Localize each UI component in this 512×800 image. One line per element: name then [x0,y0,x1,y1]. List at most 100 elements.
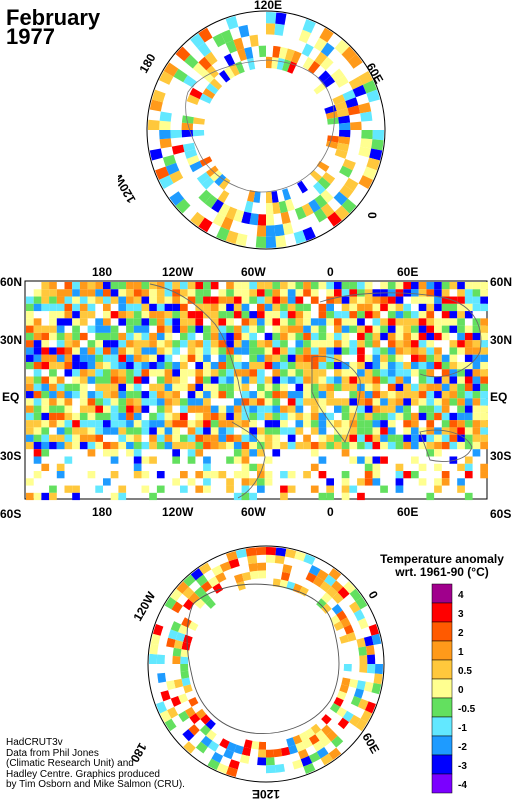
anomaly-cell [257,296,265,304]
anomaly-cell [257,463,265,472]
anomaly-cell [203,463,211,472]
anomaly-cell [426,434,435,442]
anomaly-cell [141,347,150,355]
anomaly-cell [298,731,309,742]
anomaly-cell [441,383,450,392]
anomaly-cell [380,318,388,326]
anomaly-cell [472,340,481,348]
anomaly-cell [298,586,309,597]
anomaly-cell [411,361,419,370]
anomaly-cell [310,332,319,341]
anomaly-cell [326,434,334,442]
anomaly-cell [441,296,450,304]
anomaly-cell [41,289,50,297]
anomaly-cell [218,369,227,377]
anomaly-cell [334,101,348,112]
anomaly-cell [211,565,224,577]
anomaly-cell [118,383,127,392]
anomaly-cell [233,303,242,312]
anomaly-cell [349,296,358,304]
anomaly-cell [403,325,411,333]
anomaly-cell [196,171,210,185]
anomaly-cell [364,478,373,486]
anomaly-cell [434,463,442,472]
anomaly-cell [333,696,344,707]
anomaly-cell [141,369,150,377]
anomaly-cell [310,340,319,348]
anomaly-cell [441,361,450,370]
anomaly-cell [387,383,396,392]
anomaly-cell [318,427,327,435]
anomaly-cell [110,332,119,341]
anomaly-cell [228,759,240,770]
anomaly-cell [457,318,465,326]
anomaly-cell [26,434,34,442]
anomaly-cell [434,412,442,421]
anomaly-cell [33,303,42,312]
anomaly-cell [64,434,73,442]
anomaly-cell [87,369,96,377]
anomaly-cell [156,354,165,362]
anomaly-cell [434,347,442,355]
anomaly-cell [164,311,173,319]
anomaly-cell [257,478,265,486]
anomaly-cell [149,296,157,304]
anomaly-cell [41,405,50,413]
anomaly-cell [257,398,265,406]
anomaly-cell [295,420,304,428]
anomaly-cell [173,68,188,83]
anomaly-cell [210,391,219,399]
anomaly-cell [318,361,327,370]
anomaly-cell [241,325,250,333]
anomaly-cell [287,398,296,406]
anomaly-cell [372,441,381,450]
anomaly-cell [226,412,234,421]
anomaly-cell [266,236,277,248]
anomaly-cell [257,369,265,377]
anomaly-cell [480,434,488,442]
anomaly-cell [181,641,191,651]
anomaly-cell [241,434,250,442]
anomaly-cell [209,169,223,182]
anomaly-cell [280,369,288,377]
anomaly-cell [272,340,281,348]
anomaly-cell [56,420,65,428]
anomaly-cell [218,354,227,362]
anomaly-cell [156,340,165,348]
anomaly-cell [272,427,281,435]
anomaly-cell [280,420,288,428]
anomaly-cell [95,485,103,493]
anomaly-cell [464,420,473,428]
anomaly-cell [205,719,216,730]
anomaly-cell [203,361,211,370]
anomaly-cell [241,332,250,341]
anomaly-cell [201,70,215,83]
anomaly-cell [218,441,227,450]
anomaly-cell [249,325,257,333]
anomaly-cell [295,318,304,326]
anomaly-cell [187,441,196,450]
anomaly-cell [110,282,119,290]
anomaly-cell [441,434,450,442]
anomaly-cell [349,361,358,370]
anomaly-cell [326,347,334,355]
anomaly-cell [303,354,311,362]
anomaly-cell [302,19,316,34]
anomaly-cell [41,434,50,442]
anomaly-cell [472,434,481,442]
anomaly-cell [275,12,287,25]
anomaly-cell [49,318,57,326]
anomaly-cell [164,318,173,326]
anomaly-cell [272,391,281,399]
anomaly-cell [195,282,204,290]
anomaly-cell [441,376,450,384]
anomaly-cell [241,463,250,472]
anomaly-cell [172,412,180,421]
anomaly-cell [303,391,311,399]
anomaly-cell [403,303,411,312]
anomaly-cell [295,741,306,752]
anomaly-cell [472,441,481,450]
anomaly-cell [210,471,219,479]
anomaly-cell [95,398,103,406]
anomaly-cell [187,478,196,486]
